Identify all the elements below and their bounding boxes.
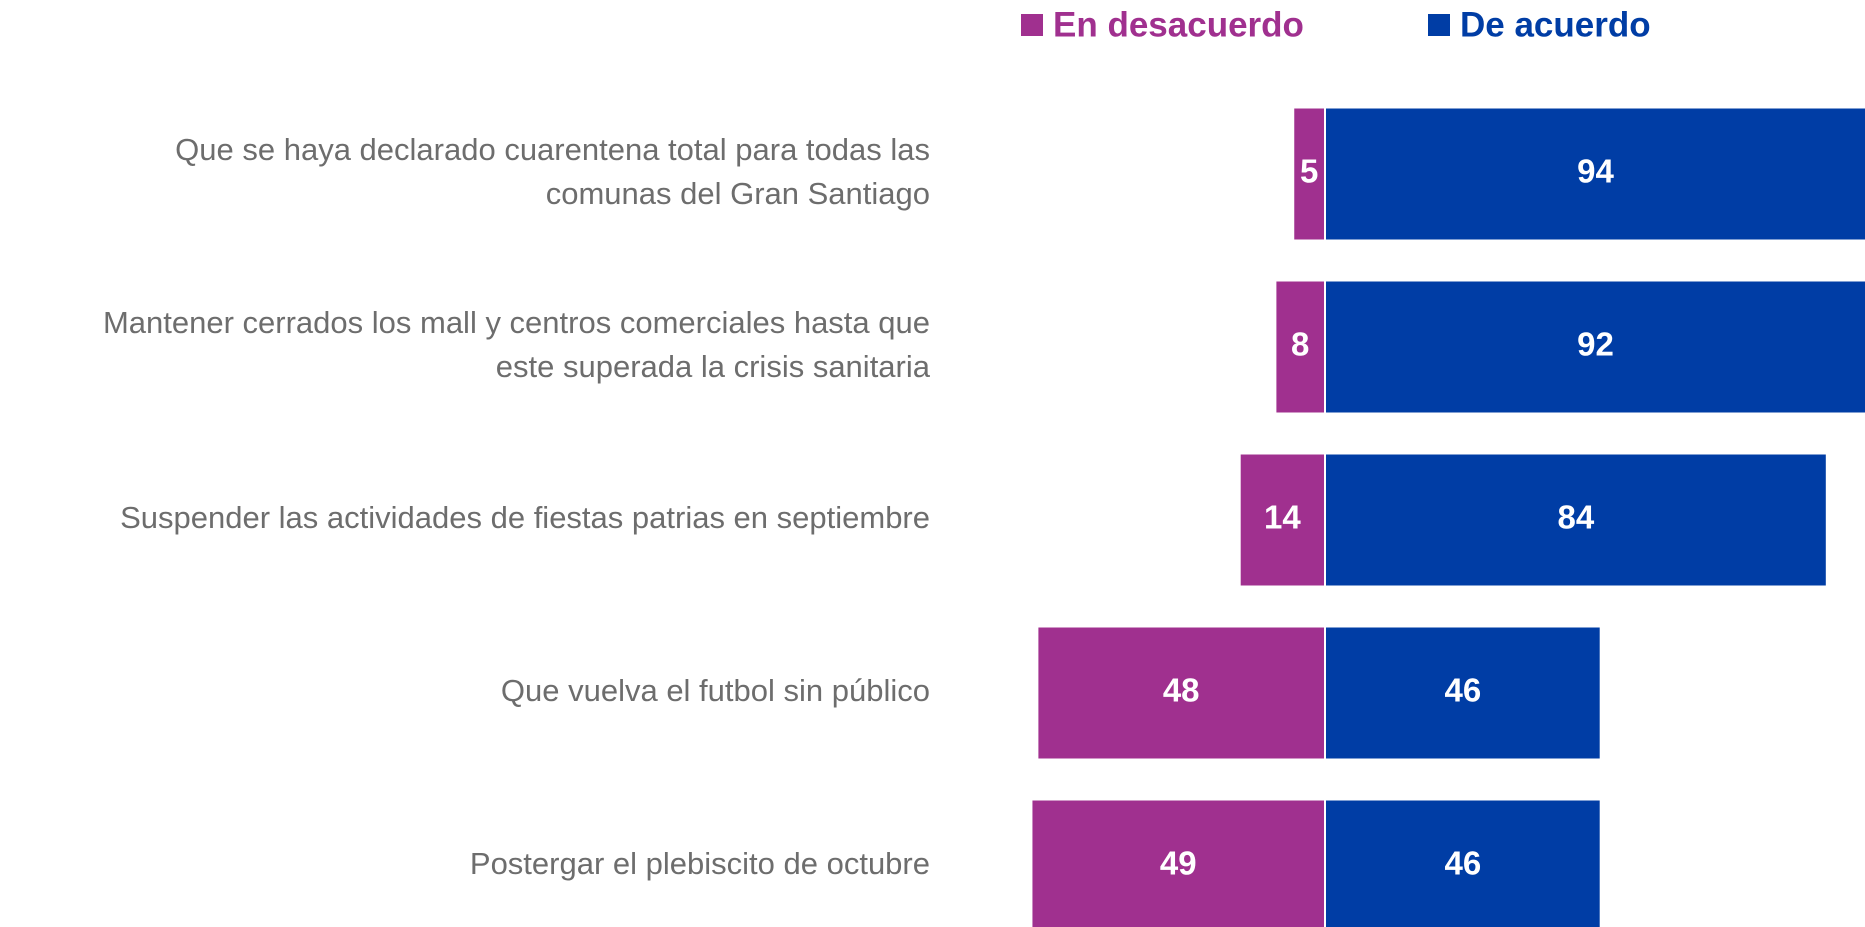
bar-agree [1326, 800, 1600, 927]
value-label: 46 [1444, 845, 1481, 882]
value-label: 14 [1264, 499, 1301, 536]
category-label: Postergar el plebiscito de octubre [470, 846, 930, 881]
category-label: comunas del Gran Santiago [546, 176, 930, 211]
category-label: este superada la crisis sanitaria [496, 349, 931, 384]
value-label: 46 [1444, 672, 1481, 709]
category-label: Que vuelva el futbol sin público [501, 673, 930, 708]
legend-swatch [1428, 14, 1450, 36]
bar-disagree [1038, 627, 1324, 759]
bar-agree [1326, 627, 1600, 759]
legend-label: De acuerdo [1460, 5, 1651, 44]
legend-swatch [1021, 14, 1043, 36]
category-label: Que se haya declarado cuarentena total p… [175, 132, 930, 167]
category-label: Suspender las actividades de fiestas pat… [120, 500, 930, 535]
value-label: 8 [1291, 326, 1309, 363]
bar-agree [1326, 454, 1826, 586]
value-label: 94 [1577, 153, 1614, 190]
bar-disagree [1276, 281, 1324, 413]
bar-disagree [1240, 454, 1324, 586]
value-label: 49 [1160, 845, 1197, 882]
value-label: 5 [1300, 153, 1318, 190]
category-label: Mantener cerrados los mall y centros com… [103, 305, 930, 340]
value-label: 48 [1163, 672, 1200, 709]
bar-agree [1326, 108, 1865, 240]
bar-agree [1326, 281, 1865, 413]
legend-label: En desacuerdo [1053, 5, 1304, 44]
value-label: 92 [1577, 326, 1614, 363]
bar-disagree [1294, 108, 1324, 240]
value-label: 84 [1558, 499, 1595, 536]
bar-disagree [1032, 800, 1324, 927]
